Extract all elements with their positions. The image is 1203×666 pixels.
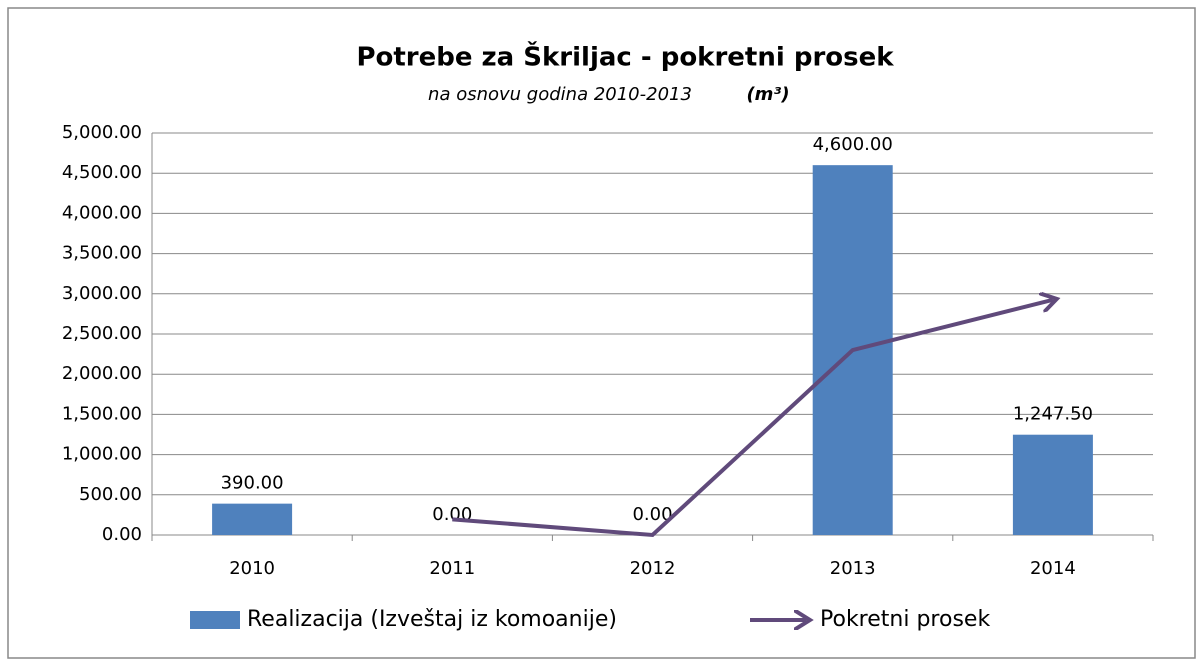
y-tick-label: 1,500.00 <box>62 403 142 424</box>
x-tick-label: 2011 <box>429 558 475 579</box>
legend-swatch <box>190 611 240 629</box>
y-tick-label: 2,000.00 <box>62 363 142 384</box>
frame <box>7 7 1196 659</box>
data-label: 390.00 <box>221 473 284 494</box>
y-tick-label: 4,000.00 <box>62 202 142 223</box>
x-tick-label: 2013 <box>830 558 876 579</box>
data-label: 4,600.00 <box>813 134 893 155</box>
y-tick-label: 3,500.00 <box>62 243 142 264</box>
y-tick-label: 500.00 <box>79 484 142 505</box>
bar <box>1012 434 1093 535</box>
y-tick-label: 1,000.00 <box>62 444 142 465</box>
x-tick-label: 2014 <box>1030 558 1076 579</box>
chart-subtitle: na osnovu godina 2010-2013 <box>428 84 692 105</box>
data-label: 0.00 <box>632 504 672 525</box>
y-tick-label: 2,500.00 <box>62 323 142 344</box>
y-tick-label: 0.00 <box>102 524 142 545</box>
legend-label: Pokretni prosek <box>820 607 990 632</box>
line <box>452 300 1053 538</box>
data-label: 1,247.50 <box>1013 404 1093 425</box>
unit: (m³) <box>746 84 789 105</box>
y-tick-label: 3,000.00 <box>62 283 142 304</box>
y-tick-label: 5,000.00 <box>62 122 142 143</box>
y-tick-label: 4,500.00 <box>62 162 142 183</box>
legend-label: Realizacija (Izveštaj iz komoanije) <box>247 607 617 632</box>
x-tick-label: 2010 <box>229 558 275 579</box>
bar <box>212 503 293 535</box>
chart-title: Potrebe za Škriljac - pokretni prosek <box>356 41 894 73</box>
x-tick-label: 2012 <box>630 558 676 579</box>
